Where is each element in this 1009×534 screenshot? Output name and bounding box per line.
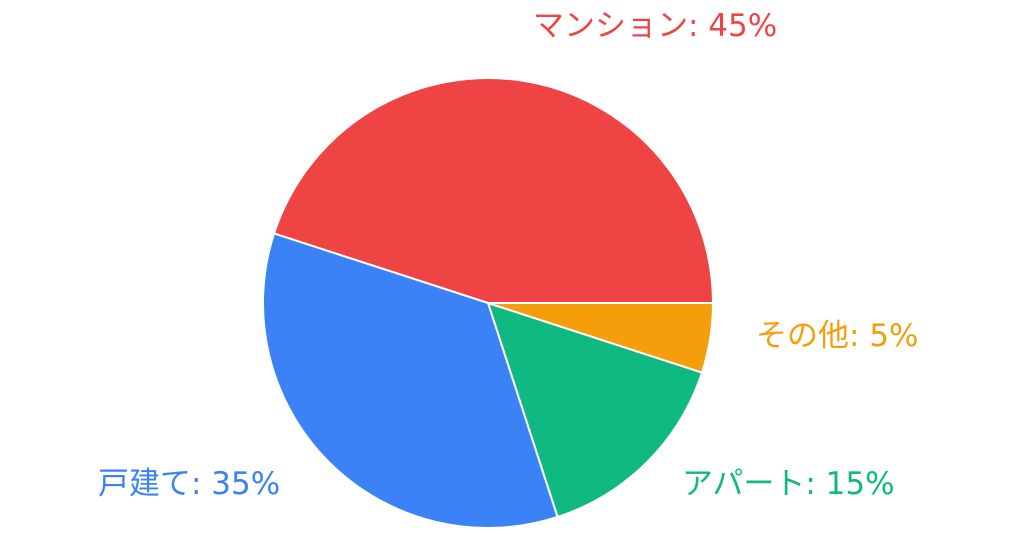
pie-slices bbox=[262, 77, 715, 529]
pie-labels: マンション: 45% アパート: 15% その他: 5% 戸建て: 35% bbox=[98, 8, 918, 502]
label-other: その他: 5% bbox=[756, 318, 918, 354]
label-mansion: マンション: 45% bbox=[533, 8, 777, 44]
label-detached-house: 戸建て: 35% bbox=[98, 466, 280, 502]
slice-apartment bbox=[486, 301, 704, 519]
slice-other bbox=[487, 302, 715, 374]
label-apartment: アパート: 15% bbox=[682, 466, 895, 502]
slice-detached-house bbox=[262, 232, 559, 529]
slice-mansion bbox=[272, 77, 715, 304]
